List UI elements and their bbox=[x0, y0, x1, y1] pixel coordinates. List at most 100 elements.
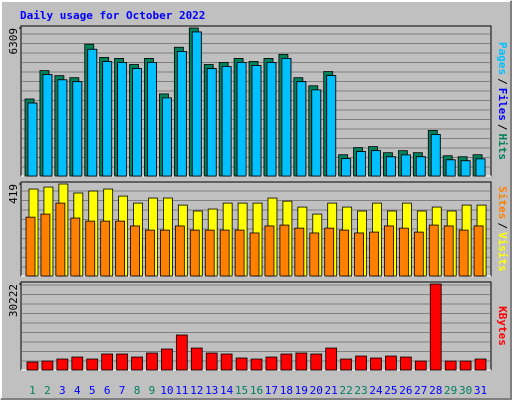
legend-entry: Visits bbox=[496, 232, 509, 272]
x-tick-label: 15 bbox=[235, 384, 248, 397]
bar bbox=[428, 224, 439, 277]
x-tick-label: 13 bbox=[205, 384, 218, 397]
x-tick-label: 23 bbox=[354, 384, 367, 397]
x-tick-label: 2 bbox=[44, 384, 51, 397]
bar bbox=[444, 360, 457, 371]
bar bbox=[398, 227, 409, 277]
bar bbox=[70, 217, 81, 277]
bar bbox=[415, 156, 426, 177]
bar bbox=[71, 356, 84, 371]
bar bbox=[386, 156, 396, 177]
bar bbox=[234, 229, 245, 277]
bar bbox=[399, 356, 412, 371]
bar bbox=[325, 347, 338, 371]
bar bbox=[72, 81, 83, 177]
x-tick-label: 24 bbox=[369, 384, 383, 397]
bar bbox=[27, 102, 38, 177]
bar bbox=[356, 151, 366, 177]
x-tick-label: 27 bbox=[414, 384, 427, 397]
x-tick-label: 14 bbox=[220, 384, 234, 397]
legend-separator: / bbox=[496, 124, 509, 131]
bar bbox=[369, 231, 379, 277]
bar bbox=[265, 356, 278, 371]
bar bbox=[413, 231, 424, 277]
bar bbox=[236, 62, 247, 177]
x-tick-label: 8 bbox=[134, 384, 141, 397]
bar bbox=[174, 225, 185, 277]
bar bbox=[189, 229, 200, 277]
bar bbox=[176, 51, 187, 177]
bar bbox=[40, 213, 51, 277]
bar bbox=[354, 232, 364, 277]
bar bbox=[281, 58, 292, 177]
legend: Sites / Visits bbox=[496, 186, 509, 272]
bar bbox=[385, 355, 397, 371]
legend-separator: / bbox=[496, 222, 509, 229]
x-tick-label: 20 bbox=[310, 384, 323, 397]
bar bbox=[295, 352, 308, 371]
bar bbox=[339, 229, 350, 277]
bar bbox=[266, 62, 277, 177]
legend-entry: KBytes bbox=[496, 306, 509, 346]
bar bbox=[131, 356, 143, 371]
bar bbox=[296, 81, 307, 177]
x-tick-label: 12 bbox=[190, 384, 203, 397]
bar bbox=[116, 353, 128, 371]
bar bbox=[400, 154, 411, 177]
legend: Pages / Files / Hits bbox=[496, 42, 509, 160]
bar bbox=[220, 353, 233, 371]
bar bbox=[370, 357, 382, 371]
plot-area bbox=[20, 281, 492, 371]
legend-entry: Pages bbox=[496, 42, 509, 75]
bar bbox=[145, 229, 155, 277]
bar bbox=[132, 68, 142, 177]
bar bbox=[460, 160, 471, 177]
bar bbox=[204, 229, 215, 277]
bar bbox=[25, 216, 36, 277]
bar bbox=[147, 62, 157, 177]
x-tick-label: 16 bbox=[250, 384, 263, 397]
bar bbox=[190, 347, 203, 371]
bar bbox=[117, 62, 128, 177]
legend: KBytes bbox=[496, 306, 509, 346]
x-tick-label: 28 bbox=[429, 384, 442, 397]
bar bbox=[294, 227, 305, 277]
x-tick-label: 10 bbox=[160, 384, 173, 397]
legend-entry: Files bbox=[496, 88, 509, 121]
bar bbox=[191, 31, 202, 177]
bar bbox=[430, 134, 441, 177]
y-tick-label: 419 bbox=[7, 184, 20, 204]
bar bbox=[473, 225, 484, 277]
bar bbox=[235, 357, 248, 371]
bar bbox=[161, 348, 173, 371]
bar bbox=[445, 159, 456, 177]
bar bbox=[324, 227, 335, 277]
x-tick-label: 21 bbox=[325, 384, 338, 397]
bar bbox=[85, 220, 96, 277]
x-tick-label: 25 bbox=[384, 384, 397, 397]
bar bbox=[309, 232, 320, 277]
x-tick-label: 3 bbox=[59, 384, 66, 397]
bar bbox=[87, 48, 98, 177]
bar bbox=[101, 353, 114, 371]
x-tick-label: 4 bbox=[74, 384, 81, 397]
x-tick-label: 6 bbox=[104, 384, 111, 397]
x-tick-label: 19 bbox=[295, 384, 308, 397]
bar bbox=[340, 358, 352, 371]
bar bbox=[160, 229, 170, 277]
bar bbox=[459, 360, 472, 371]
bar bbox=[384, 225, 394, 277]
bar bbox=[414, 360, 427, 371]
x-tick-label: 1 bbox=[29, 384, 36, 397]
bar bbox=[264, 225, 275, 277]
x-tick-label: 29 bbox=[444, 384, 457, 397]
bar bbox=[221, 66, 232, 177]
x-tick-label: 22 bbox=[339, 384, 352, 397]
bar bbox=[249, 232, 260, 277]
chart-title: Daily usage for October 2022 bbox=[20, 9, 205, 22]
bar bbox=[251, 65, 262, 177]
bar bbox=[42, 74, 53, 177]
